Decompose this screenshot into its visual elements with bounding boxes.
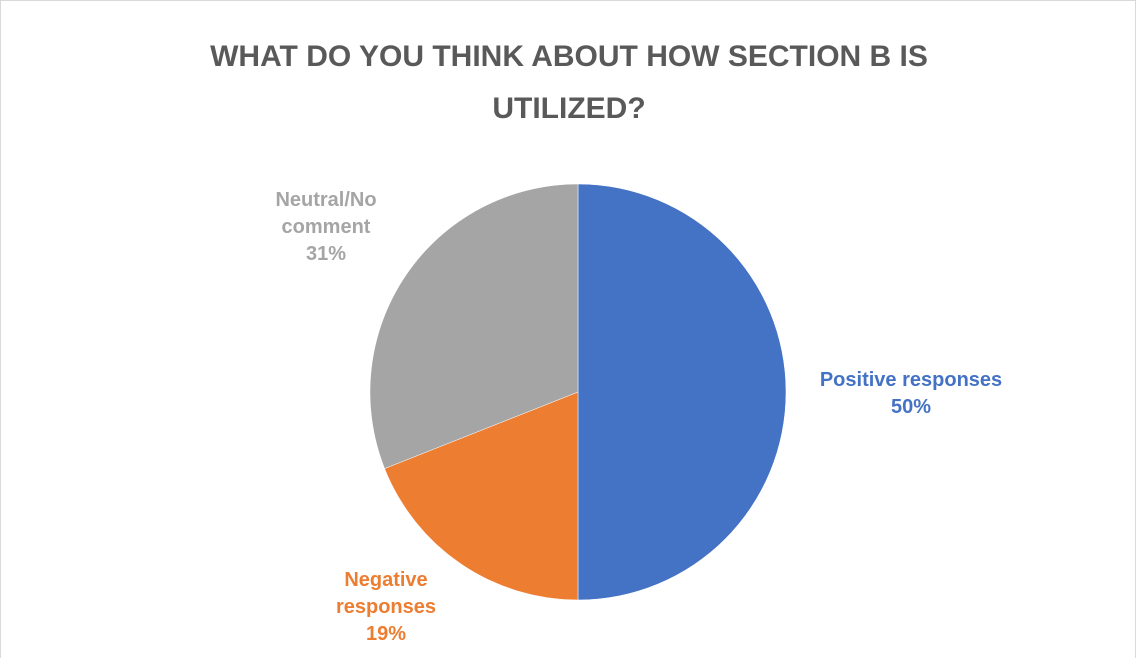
data-label-negative-responses: Negative responses 19% <box>306 567 466 648</box>
chart-title-line-2: UTILIZED? <box>492 92 646 125</box>
data-label-negative-percent: 19% <box>365 623 407 645</box>
data-label-negative-name-line-1: Negative <box>344 569 428 591</box>
data-label-neutral-no-comment: Neutral/No comment 31% <box>246 187 406 268</box>
pie-slice-neutral-no-comment <box>369 183 579 469</box>
data-label-neutral-name-line-2: comment <box>281 216 371 238</box>
pie-slice-positive-responses <box>577 183 787 601</box>
chart-title: WHAT DO YOU THINK ABOUT HOW SECTION B IS… <box>1 31 1136 135</box>
data-label-negative-name-line-2: responses <box>335 596 437 618</box>
data-label-positive-responses: Positive responses 50% <box>796 367 1026 421</box>
pie-slice-negative-responses <box>384 391 579 601</box>
data-label-positive-name-line-1: Positive responses <box>819 369 1003 391</box>
data-label-neutral-percent: 31% <box>305 243 347 265</box>
data-label-positive-percent: 50% <box>890 396 932 418</box>
data-label-neutral-name-line-1: Neutral/No <box>275 189 377 211</box>
chart-title-line-1: WHAT DO YOU THINK ABOUT HOW SECTION B IS <box>210 40 928 73</box>
